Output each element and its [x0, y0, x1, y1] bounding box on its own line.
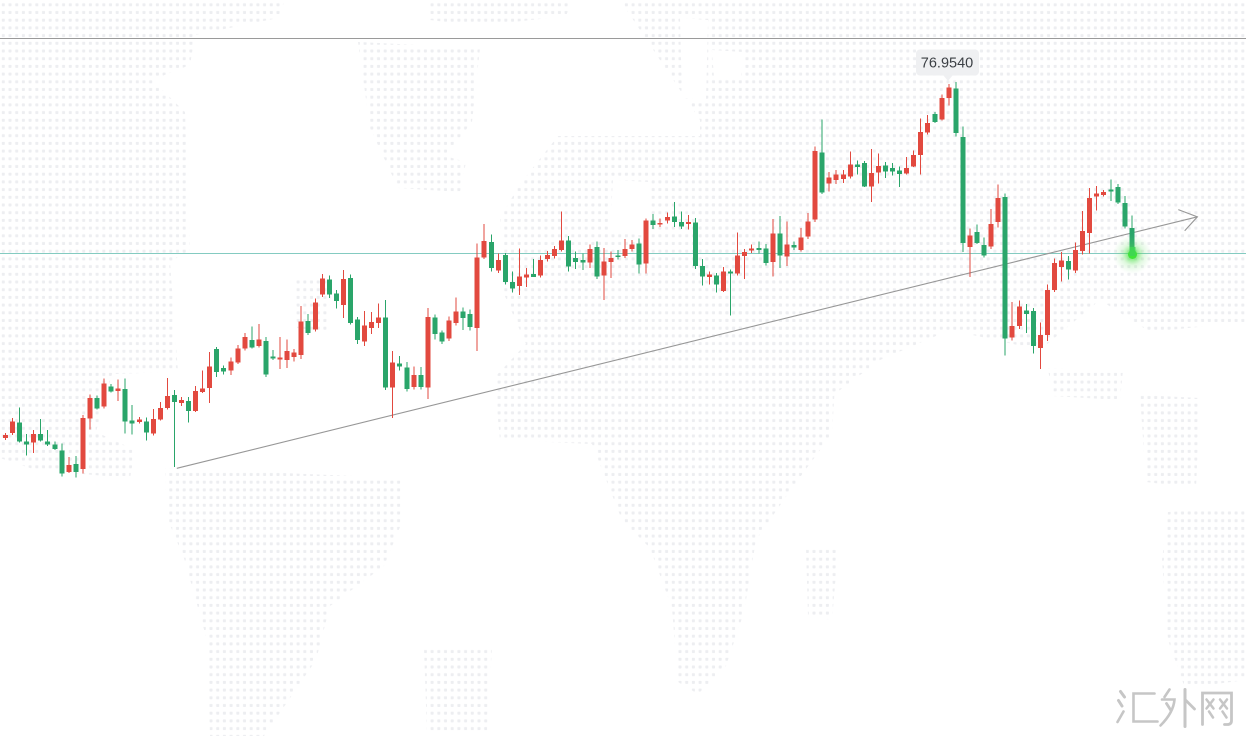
svg-text:76.9540: 76.9540 — [921, 56, 973, 72]
